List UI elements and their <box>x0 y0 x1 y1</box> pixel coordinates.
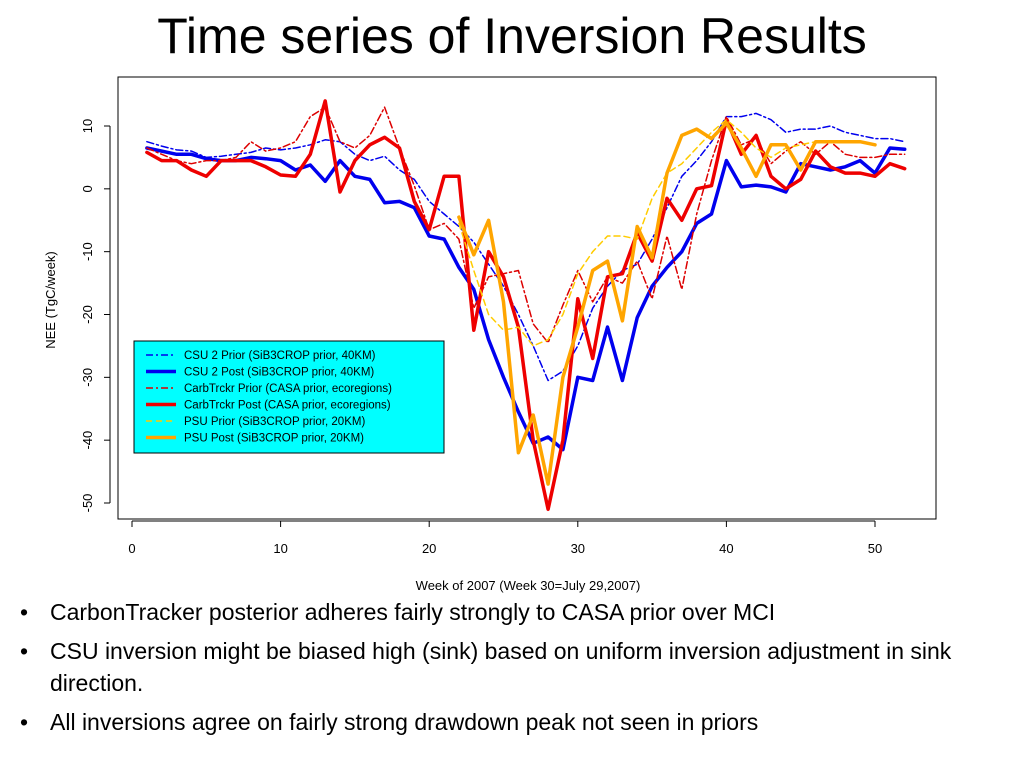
legend-entry-label: CSU 2 Prior (SiB3CROP prior, 40KM) <box>184 350 376 362</box>
y-tick-label: -20 <box>80 305 95 324</box>
series-line-2 <box>145 146 907 452</box>
y-tick-label: -30 <box>80 368 95 387</box>
y-tick-label: -10 <box>80 242 95 261</box>
y-tick-label: -50 <box>80 494 95 513</box>
bullet-item-3: All inversions agree on fairly strong dr… <box>18 706 1008 738</box>
slide-title: Time series of Inversion Results <box>157 8 867 64</box>
series-lines <box>145 99 907 512</box>
series-line-3 <box>146 106 906 344</box>
bullet-item-1: CarbonTracker posterior adheres fairly s… <box>18 596 1008 628</box>
x-tick-label: 20 <box>422 541 436 556</box>
x-tick-label: 0 <box>128 541 135 556</box>
legend-entry-label: CSU 2 Post (SiB3CROP prior, 40KM) <box>184 367 374 379</box>
bullet-list: CarbonTracker posterior adheres fairly s… <box>18 596 1008 745</box>
nee-time-series-chart: 10 0 -10 -20 -30 -40 -50 0 10 20 30 40 50 CSU 2 Prio… <box>43 76 937 593</box>
axes: 10 0 -10 -20 -30 -40 -50 0 10 20 30 40 50 <box>80 119 882 556</box>
plot-area-frame <box>117 76 937 520</box>
legend: CSU 2 Prior (SiB3CROP prior, 40KM) CSU 2 … <box>133 340 445 454</box>
legend-entry-label: CarbTrckr Prior (CASA prior, ecoregions) <box>184 383 392 395</box>
legend-entry-label: CarbTrckr Post (CASA prior, ecoregions) <box>184 400 391 412</box>
x-tick-label: 50 <box>868 541 882 556</box>
bullet-item-2: CSU inversion might be biased high (sink… <box>18 635 1008 699</box>
y-tick-label: 10 <box>80 119 95 133</box>
series-line-4 <box>145 99 907 512</box>
x-axis-title: Week of 2007 (Week 30=July 29,2007) <box>416 578 641 593</box>
x-tick-label: 10 <box>273 541 287 556</box>
x-tick-label: 30 <box>571 541 585 556</box>
series-line-6 <box>457 121 877 486</box>
legend-entry-label: PSU Prior (SiB3CROP prior, 20KM) <box>184 416 365 428</box>
y-axis-title: NEE (TgC/week) <box>43 251 58 349</box>
y-tick-label: 0 <box>80 185 95 192</box>
legend-box <box>133 340 445 454</box>
y-tick-label: -40 <box>80 431 95 450</box>
legend-entry-label: PSU Post (SiB3CROP prior, 20KM) <box>184 433 364 445</box>
x-tick-label: 40 <box>719 541 733 556</box>
